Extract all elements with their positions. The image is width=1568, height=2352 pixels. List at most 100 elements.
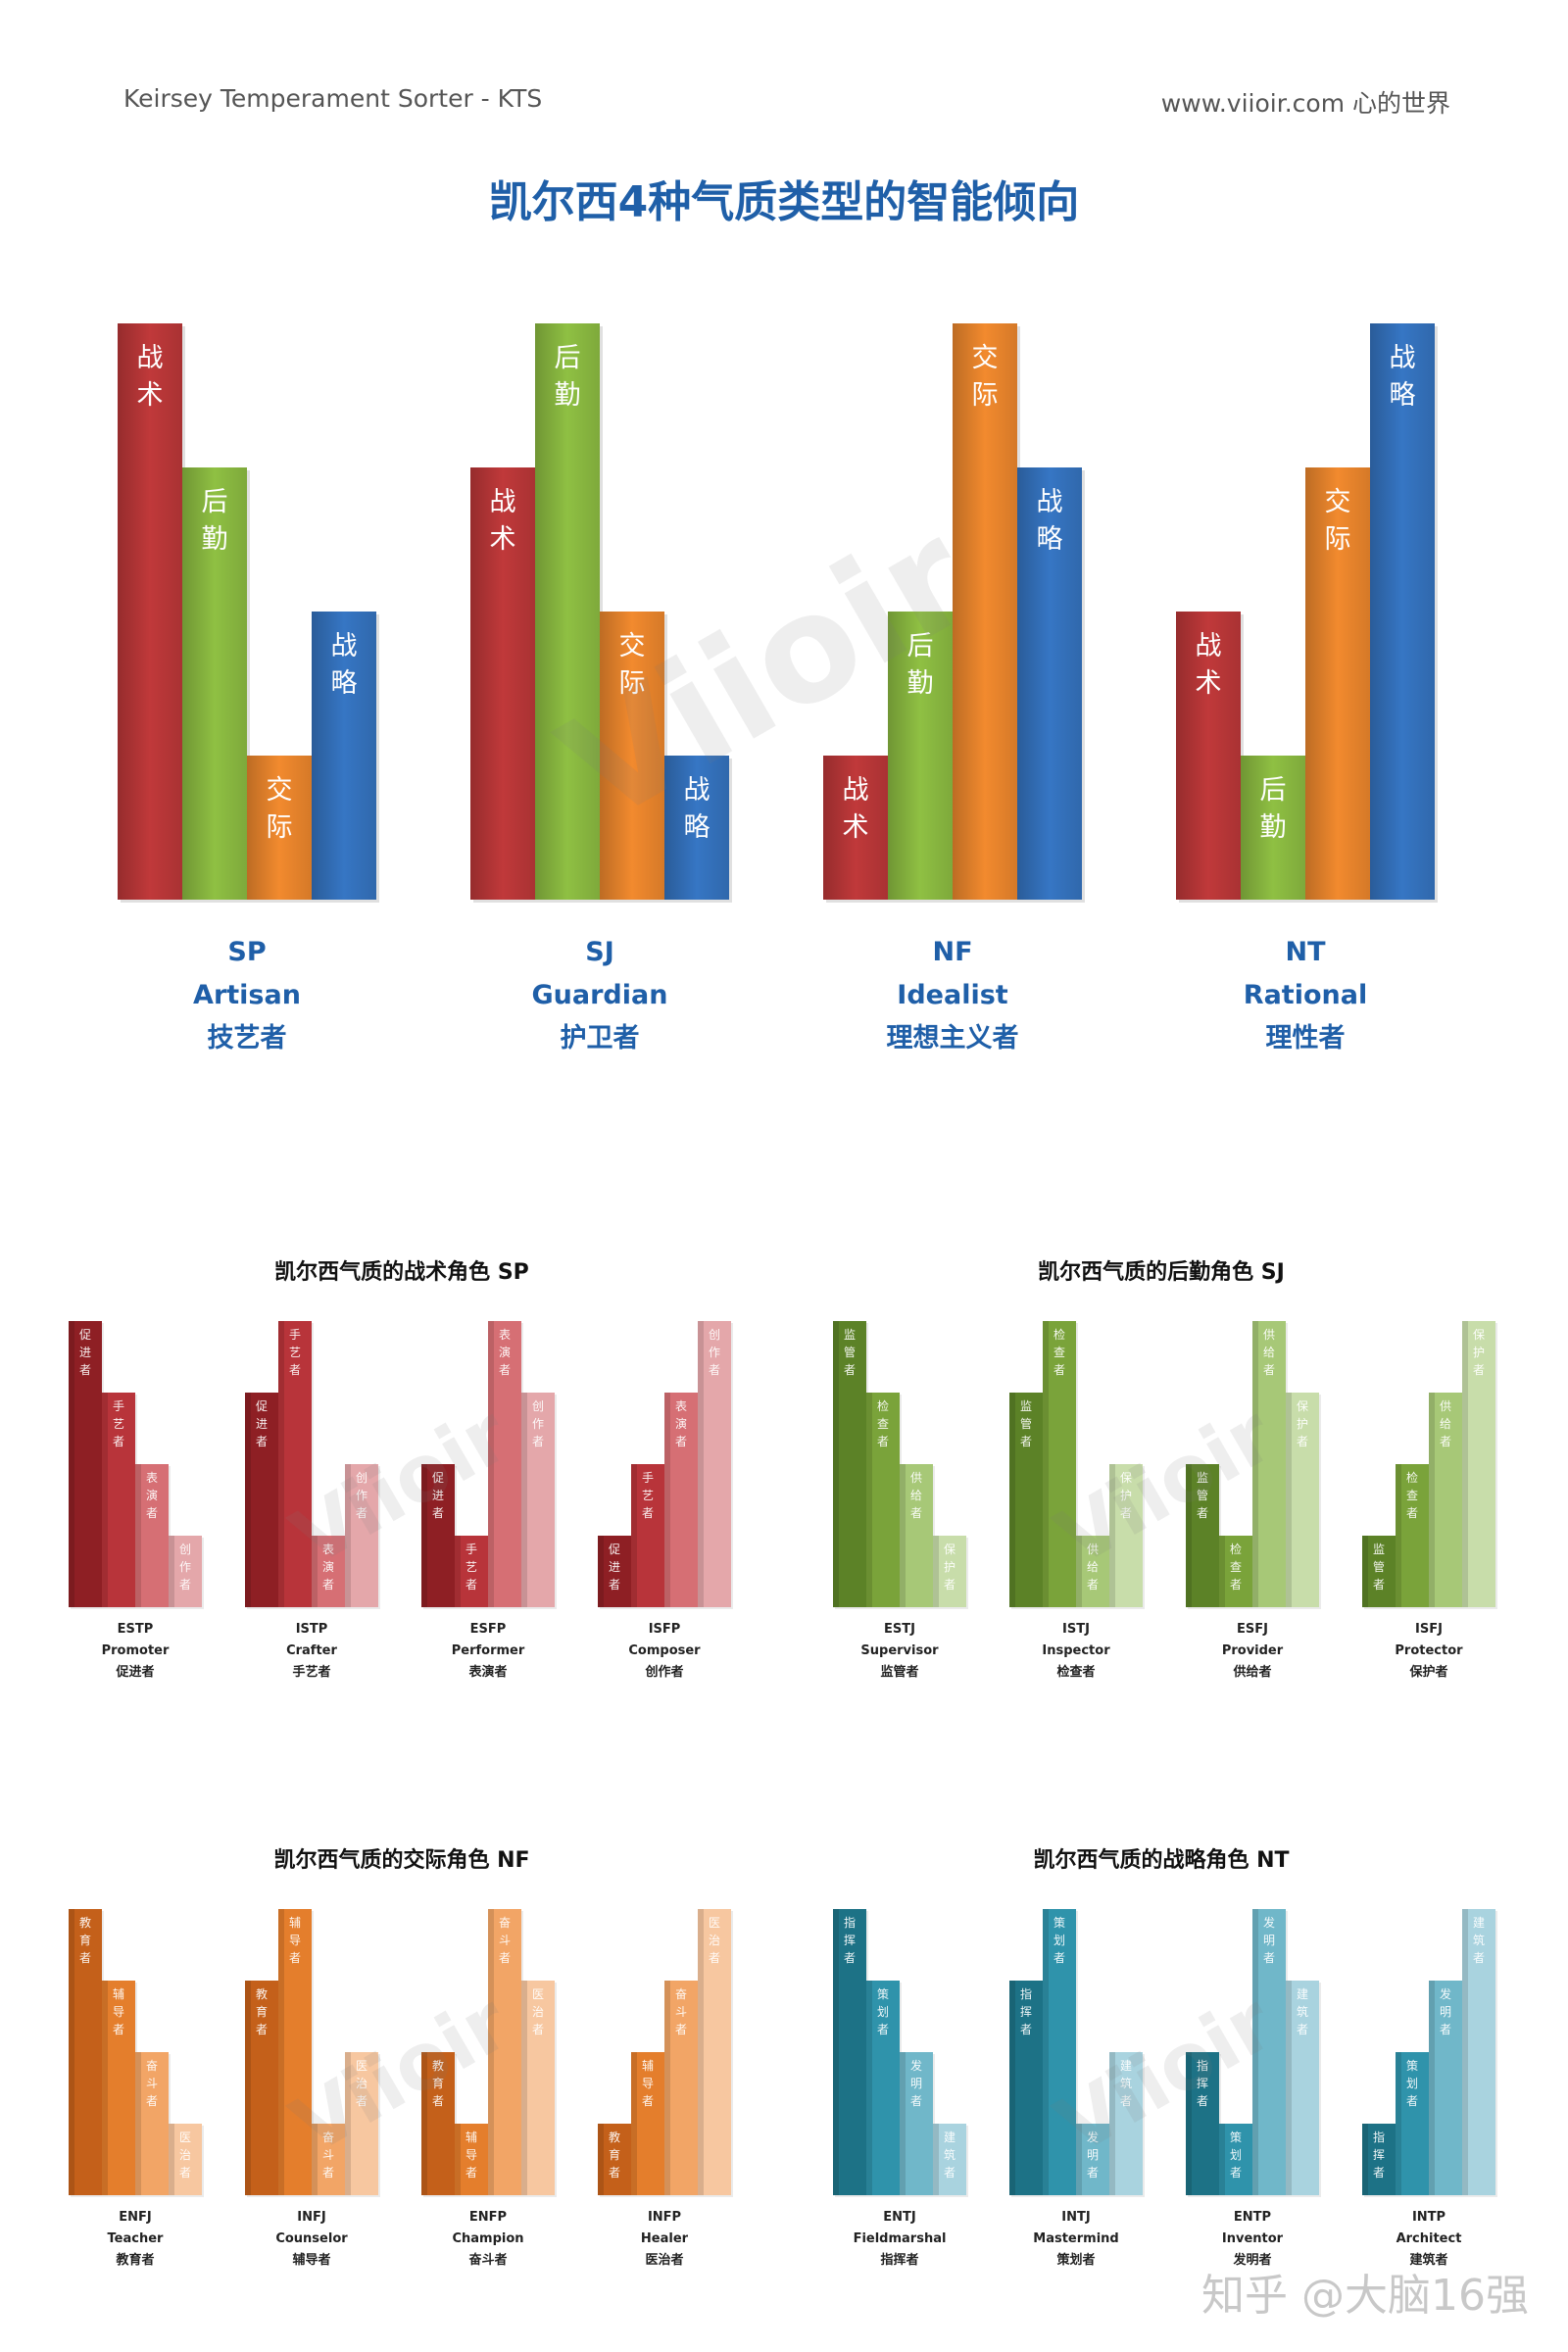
role-bar-label-entj-1: 划 <box>877 2005 889 2019</box>
role-bar-label-intj-1: 划 <box>1054 1934 1065 1947</box>
role-bar-label-entp-3: 筑 <box>1297 2004 1308 2019</box>
header-left-text: Keirsey Temperament Sorter - KTS <box>123 84 543 113</box>
main-group-label-sj-1: Guardian <box>532 980 668 1010</box>
role-bar-label-estp-1: 者 <box>113 1435 124 1448</box>
role-label-esfp-1: Performer <box>452 1643 525 1658</box>
role-bar-enfj-1 <box>102 1981 135 2195</box>
role-bar-infj-1 <box>278 1909 312 2195</box>
role-bar-label-estj-1: 者 <box>877 1435 889 1448</box>
role-bar-label-enfj-3: 者 <box>179 2166 191 2180</box>
main-bar-nt-2 <box>1305 467 1370 900</box>
role-bar-label-istj-0: 监 <box>1020 1399 1032 1413</box>
header-right-text: www.viioir.com 心的世界 <box>1160 89 1450 118</box>
main-bar-sj-2 <box>600 612 664 900</box>
section-title-nf: 凯尔西气质的交际角色 NF <box>273 1848 530 1873</box>
role-bar-label-estp-3: 者 <box>179 1578 191 1592</box>
role-bar-label-istj-3: 护 <box>1120 1489 1132 1502</box>
role-bar-enfj-3 <box>169 2124 202 2195</box>
role-bar-label-infp-2: 者 <box>675 2023 687 2036</box>
role-bar-label-estp-0: 进 <box>79 1346 91 1359</box>
role-bar-label-esfp-0: 进 <box>432 1489 444 1502</box>
role-bar-label-istj-2: 给 <box>1087 1560 1099 1574</box>
main-group-label-nt-0: NT <box>1285 937 1326 967</box>
role-bar-label-isfp-0: 促 <box>609 1543 620 1556</box>
role-bar-label-esfp-1: 者 <box>466 1578 477 1592</box>
role-bar-label-estp-3: 创 <box>179 1543 191 1556</box>
role-bar-intj-2 <box>1076 2124 1109 2195</box>
role-bar-intp-0 <box>1362 2124 1396 2195</box>
role-bar-isfj-2 <box>1429 1393 1462 1607</box>
role-label-enfj-1: Teacher <box>108 2231 165 2246</box>
main-bar-label-sj-0: 术 <box>490 524 516 555</box>
role-bar-label-esfj-3: 保 <box>1297 1399 1308 1413</box>
role-bar-label-entp-1: 者 <box>1230 2166 1242 2180</box>
role-bar-label-esfp-3: 者 <box>532 1435 544 1448</box>
role-bar-label-istj-0: 者 <box>1020 1435 1032 1448</box>
role-label-isfp-1: Composer <box>628 1643 701 1658</box>
role-bar-label-istj-3: 保 <box>1120 1471 1132 1485</box>
role-chart-nt: 指挥者策划者发明者建筑者ENTJFieldmarshal指挥者指挥者策划者发明者… <box>833 1909 1497 2268</box>
role-bar-label-enfp-1: 辅 <box>466 2131 477 2144</box>
role-bar-entp-0 <box>1186 2052 1219 2195</box>
role-bar-label-enfj-2: 者 <box>146 2094 158 2108</box>
main-bar-nf-3 <box>1017 467 1082 900</box>
role-bar-label-infp-0: 育 <box>609 2147 620 2162</box>
role-bar-label-esfp-2: 表 <box>499 1328 511 1342</box>
role-bar-isfj-0 <box>1362 1536 1396 1607</box>
role-bar-label-esfj-0: 者 <box>1197 1506 1208 1520</box>
role-bar-label-infp-3: 医 <box>709 1916 720 1930</box>
main-bar-sp-2 <box>247 756 312 900</box>
role-bar-label-infj-1: 辅 <box>289 1916 301 1930</box>
role-bar-label-isfp-3: 者 <box>709 1363 720 1377</box>
role-bar-label-infp-2: 奋 <box>675 1987 687 2001</box>
role-bar-infp-1 <box>631 2052 664 2195</box>
role-label-esfp-2: 表演者 <box>467 1664 507 1680</box>
role-bar-enfj-0 <box>69 1909 102 2195</box>
role-bar-estp-2 <box>135 1464 169 1607</box>
role-label-esfj-2: 供给者 <box>1232 1664 1271 1680</box>
main-bar-label-sj-1: 后 <box>555 343 581 373</box>
role-bar-label-infj-1: 导 <box>289 1934 301 1947</box>
role-bar-label-isfj-3: 护 <box>1473 1346 1485 1359</box>
role-bar-label-esfp-0: 者 <box>432 1506 444 1520</box>
section-title-nt: 凯尔西气质的战略角色 NT <box>1033 1848 1290 1873</box>
role-label-estp-2: 促进者 <box>115 1664 154 1680</box>
role-label-infp-1: Healer <box>641 2231 689 2246</box>
main-group-label-sj-2: 护卫者 <box>561 1023 640 1054</box>
main-bar-label-sp-2: 际 <box>267 812 293 843</box>
main-bar-label-nf-1: 勤 <box>907 668 934 699</box>
role-bar-label-intp-0: 指 <box>1373 2130 1385 2144</box>
main-bar-nt-3 <box>1370 323 1435 900</box>
role-bar-label-estj-1: 查 <box>877 1417 889 1431</box>
role-label-entj-1: Fieldmarshal <box>854 2231 947 2246</box>
main-bar-label-nt-2: 际 <box>1325 524 1351 555</box>
role-bar-label-intp-1: 划 <box>1406 2077 1418 2090</box>
role-bar-label-istp-2: 演 <box>322 1559 334 1574</box>
role-bar-label-estj-0: 监 <box>844 1328 856 1342</box>
main-bar-label-nt-3: 略 <box>1390 380 1416 411</box>
main-bar-nf-1 <box>888 612 953 900</box>
role-bar-label-isfp-1: 手 <box>642 1471 654 1485</box>
role-label-entp-1: Inventor <box>1222 2231 1284 2246</box>
main-group-label-nf-2: 理想主义者 <box>887 1023 1019 1054</box>
role-bar-isfp-2 <box>664 1393 698 1607</box>
role-bar-label-estj-1: 检 <box>877 1398 889 1413</box>
main-bar-nf-0 <box>823 756 888 900</box>
main-bar-label-sp-2: 交 <box>267 775 293 806</box>
role-bar-label-infp-0: 者 <box>609 2166 620 2180</box>
role-bar-label-entj-3: 者 <box>944 2166 956 2180</box>
role-bar-label-infj-3: 治 <box>356 2077 368 2090</box>
role-label-intp-0: INTP <box>1412 2210 1446 2225</box>
role-bar-enfp-0 <box>421 2052 455 2195</box>
role-bar-label-enfp-3: 者 <box>532 2023 544 2036</box>
main-bar-label-nf-0: 战 <box>843 775 869 806</box>
section-title-sj: 凯尔西气质的后勤角色 SJ <box>1038 1260 1285 1285</box>
role-bar-label-esfj-3: 者 <box>1297 1435 1308 1448</box>
role-bar-label-entp-2: 发 <box>1263 1915 1275 1930</box>
role-bar-label-entp-3: 建 <box>1297 1987 1308 2001</box>
main-bar-label-nt-2: 交 <box>1325 487 1351 517</box>
role-bar-label-isfj-1: 检 <box>1406 1470 1418 1485</box>
role-bar-label-istj-1: 者 <box>1054 1363 1065 1377</box>
role-bar-esfj-2 <box>1252 1321 1286 1607</box>
role-bar-label-infj-0: 教 <box>256 1986 268 2001</box>
